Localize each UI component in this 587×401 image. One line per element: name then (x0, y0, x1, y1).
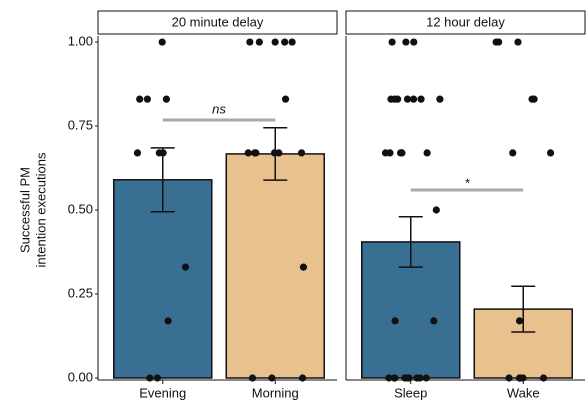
y-tick-label: 0.00 (68, 369, 93, 384)
data-point (403, 95, 412, 103)
data-point (516, 374, 524, 382)
data-point (248, 374, 257, 382)
x-tick-label: Wake (507, 385, 540, 400)
data-point (268, 374, 276, 382)
data-point (410, 38, 418, 46)
y-tick-label: 0.25 (68, 285, 93, 300)
data-point (398, 149, 406, 157)
data-point (244, 149, 252, 157)
data-point (297, 149, 306, 157)
significance-label: * (464, 175, 470, 190)
data-point (390, 374, 398, 382)
y-axis-label: Successful PM (17, 167, 32, 253)
data-point (299, 263, 308, 271)
strip-header (97, 10, 338, 35)
data-point (143, 95, 151, 103)
data-point (252, 149, 260, 157)
data-point (528, 95, 536, 103)
data-point (505, 374, 513, 382)
data-point (158, 38, 166, 46)
data-point (402, 38, 410, 46)
data-point (388, 38, 396, 46)
panel-title: 20 minute delay (172, 14, 264, 29)
data-point (546, 149, 555, 157)
data-point (153, 374, 161, 382)
data-point (432, 206, 440, 214)
y-tick-label: 1.00 (68, 33, 93, 48)
data-point (514, 38, 522, 46)
error-bar (398, 215, 423, 268)
error-bar (150, 147, 175, 213)
x-tick-label: Evening (139, 385, 186, 400)
data-point (164, 317, 172, 325)
data-point (423, 149, 431, 157)
data-point (159, 149, 167, 157)
data-point (146, 374, 154, 382)
data-point (133, 149, 142, 157)
data-point (281, 38, 289, 46)
data-point (416, 374, 424, 382)
data-point (162, 95, 170, 103)
data-point (246, 38, 254, 46)
data-point (391, 317, 399, 325)
data-point (509, 149, 517, 157)
bar (113, 179, 213, 379)
panel-title: 12 hour delay (426, 14, 505, 29)
data-point (271, 38, 279, 46)
x-tick-label: Morning (252, 385, 299, 400)
data-point (181, 263, 190, 271)
bar (225, 153, 325, 379)
strip-header (345, 10, 586, 35)
data-point (270, 149, 279, 157)
data-point (515, 317, 524, 325)
data-point (255, 38, 263, 46)
data-point (298, 374, 307, 382)
data-point (381, 149, 390, 157)
y-tick-label: 0.50 (68, 201, 93, 216)
y-axis-label: intention executions (33, 152, 48, 267)
data-point (417, 95, 425, 103)
data-point (391, 95, 399, 103)
data-point (430, 317, 438, 325)
data-point (492, 38, 500, 46)
y-tick-label: 0.75 (68, 117, 93, 132)
significance-label: ns (212, 101, 226, 116)
data-point (409, 95, 418, 103)
data-point (422, 374, 430, 382)
data-point (288, 38, 296, 46)
data-point (436, 95, 444, 103)
data-point (281, 95, 290, 103)
x-tick-label: Sleep (394, 385, 427, 400)
data-point (539, 374, 548, 382)
data-point (136, 95, 144, 103)
error-bar (511, 285, 536, 333)
